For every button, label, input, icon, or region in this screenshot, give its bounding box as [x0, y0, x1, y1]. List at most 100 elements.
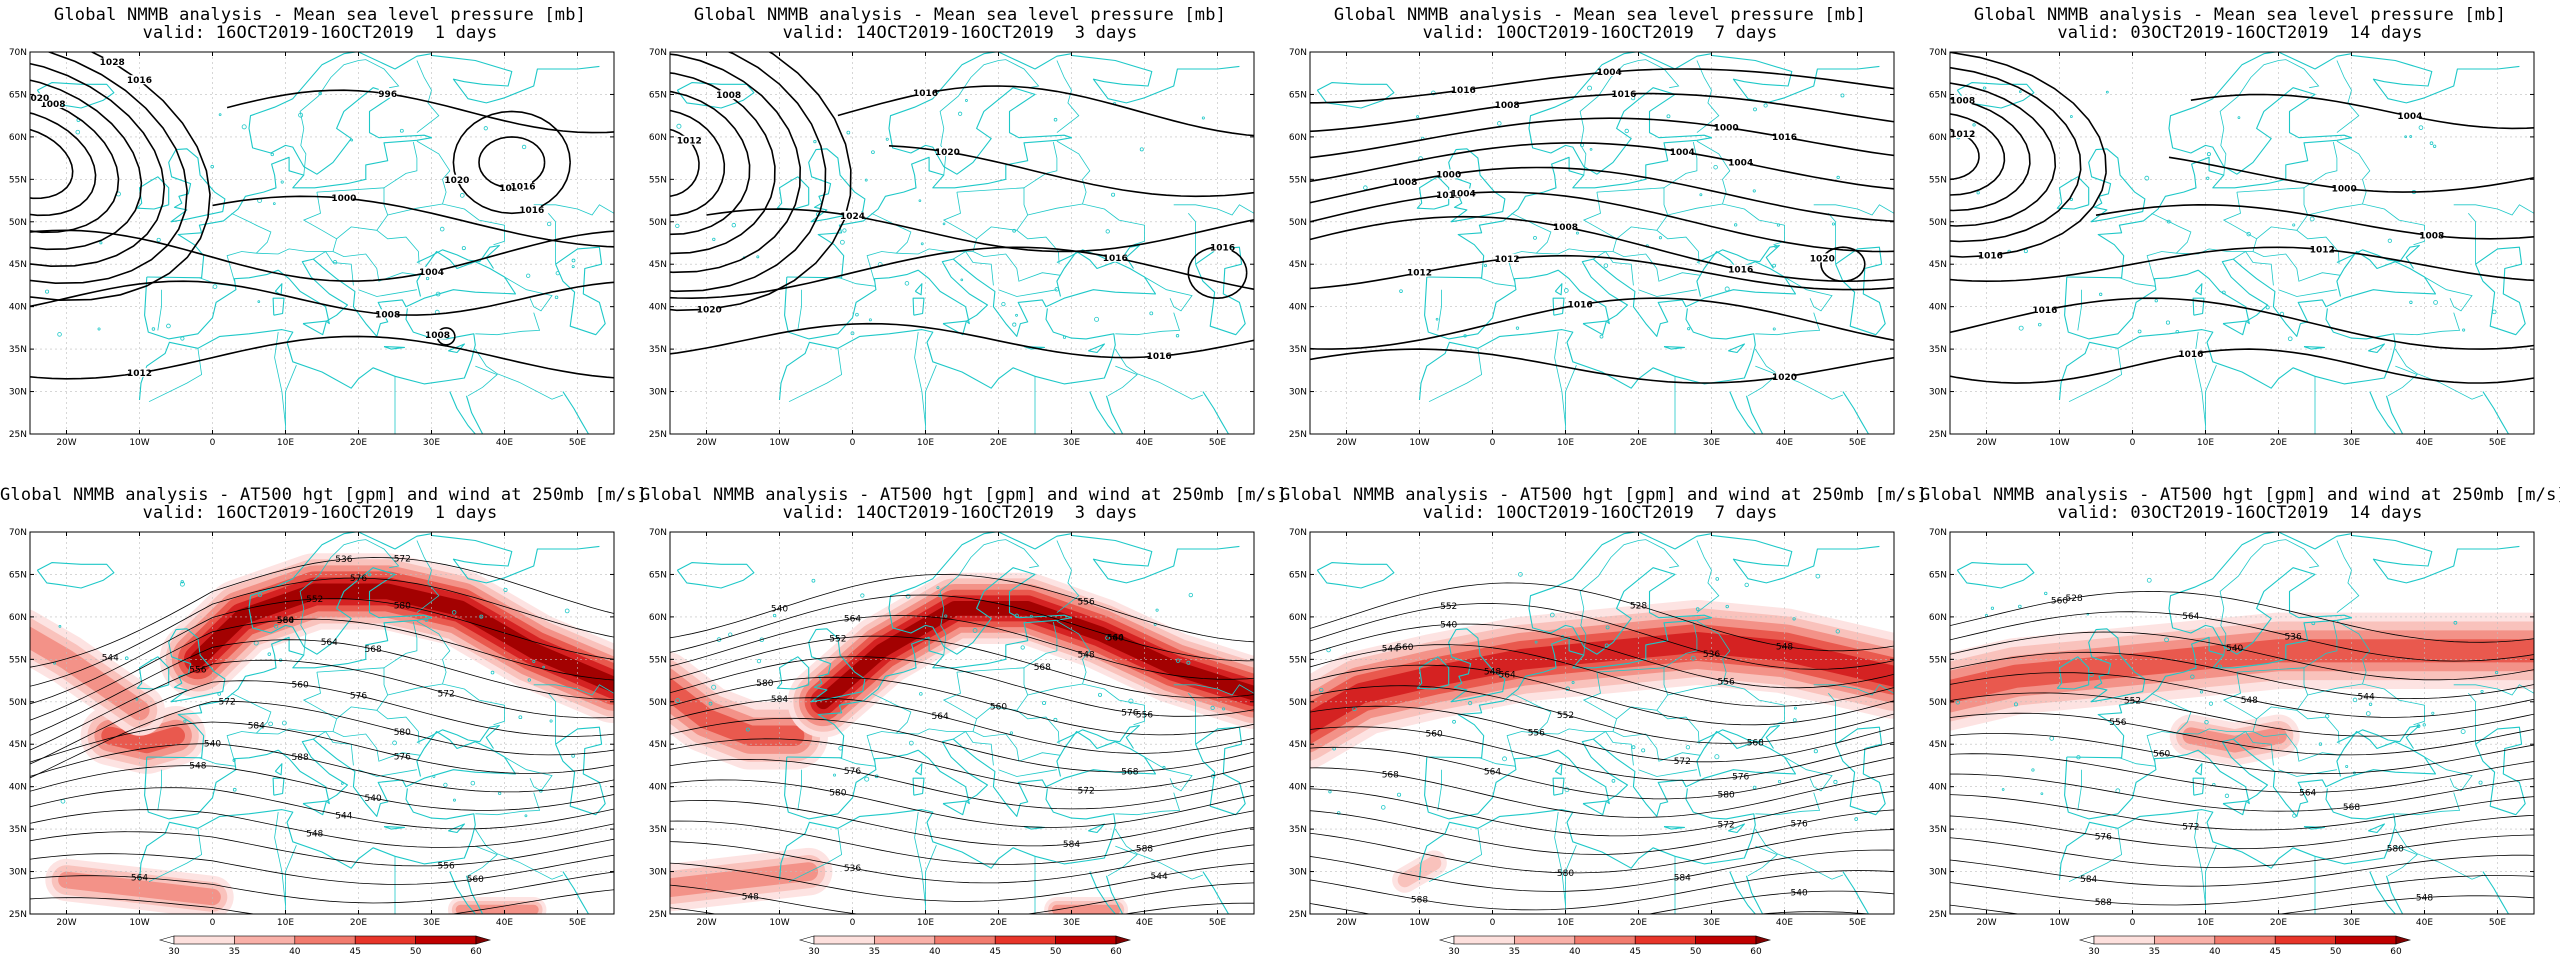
contour-label: 1004 [419, 268, 444, 278]
coastline [465, 395, 484, 434]
country-border [2278, 289, 2337, 297]
wind-shading-band [815, 601, 1254, 710]
contour-label: 552 [306, 595, 323, 605]
country-border [1747, 365, 1778, 397]
island [2491, 309, 2497, 315]
country-border [1107, 365, 1138, 397]
coastline [1089, 391, 1117, 434]
contour-label-bg [1498, 100, 1517, 110]
island [2224, 793, 2230, 798]
lon-tick-label: 40E [2416, 438, 2433, 448]
colorbar-tick-label: 30 [808, 947, 820, 957]
panel-valid-line: valid: 14OCT2019-16OCT2019 3 days [782, 23, 1138, 43]
contour-label: 1000 [2332, 185, 2357, 195]
coastline [1711, 534, 1880, 584]
lon-tick-label: 50E [2489, 918, 2506, 928]
coastline [138, 308, 476, 401]
island [1630, 95, 1636, 101]
island [1201, 116, 1205, 120]
contour-line [670, 676, 1254, 736]
contour-label: 1004 [1451, 189, 1476, 199]
country-border [896, 192, 978, 255]
lat-tick-label: 70N [9, 528, 27, 538]
island [218, 113, 222, 117]
map-svg: 1012 1008 1020 1016 1020 1024 1016 1016 1016 70N 6… [649, 48, 1255, 448]
map-frame [669, 531, 1255, 915]
coastline [1554, 763, 1563, 776]
contour-line [670, 109, 726, 217]
contour-label-bg [1213, 242, 1232, 252]
contour-line [1950, 773, 2534, 812]
contour-line [1310, 117, 1894, 159]
contour-label: 544 [102, 654, 119, 664]
lon-tick-label: 10E [277, 438, 294, 448]
panel-title: Global NMMB analysis - AT500 hgt [gpm] a… [0, 485, 647, 505]
island [908, 740, 914, 746]
panel-title: Global NMMB analysis - AT500 hgt [gpm] a… [1920, 485, 2560, 505]
lat-tick-label: 65N [1289, 90, 1307, 100]
contour-label: 568 [1382, 770, 1399, 780]
lon-tick-label: 20E [350, 918, 367, 928]
coastline [1638, 52, 1712, 70]
island [1502, 756, 1507, 762]
contour-label-bg [1775, 371, 1794, 381]
contour-line [30, 280, 614, 316]
island [435, 291, 441, 297]
island [1012, 228, 1016, 233]
country-border [972, 731, 1061, 762]
island [1599, 334, 1604, 339]
country-border [148, 348, 203, 403]
contour-line [30, 889, 614, 914]
contour-line [670, 902, 1254, 914]
contour-label: 1016 [1568, 301, 1593, 311]
lat-tick-label: 45N [9, 260, 27, 270]
contour-line [670, 820, 1254, 865]
contour-label: 1016 [913, 89, 938, 99]
island [1105, 635, 1110, 641]
wind-shading-band [1397, 855, 1442, 888]
contour-label: 1028 [100, 58, 125, 68]
contour-label: 1000 [1714, 123, 1739, 133]
island [2265, 305, 2270, 310]
country-border [1638, 289, 1697, 297]
country-border [2205, 365, 2217, 434]
contour-label: 580 [756, 679, 773, 689]
contour-label: 564 [1499, 670, 1516, 680]
coastline [1663, 346, 1686, 350]
panel-valid-line: valid: 16OCT2019-16OCT2019 1 days [142, 23, 498, 43]
island [1752, 189, 1756, 193]
lat-tick-label: 50N [1929, 218, 1947, 228]
country-border [1827, 693, 1836, 745]
coastline [2222, 320, 2247, 336]
lon-tick-label: 50E [1209, 918, 1226, 928]
island [479, 614, 484, 619]
island [542, 665, 545, 669]
country-border [2205, 845, 2217, 914]
colorbar-segment [2274, 935, 2336, 945]
contour-label: 580 [829, 789, 846, 799]
coastline [1729, 871, 1757, 914]
contour-label: 572 [1718, 820, 1735, 830]
island [1001, 301, 1006, 307]
island [905, 593, 911, 599]
country-border [467, 365, 498, 397]
contour-label-bg [1106, 252, 1125, 262]
coastline [2303, 346, 2326, 350]
island [1452, 719, 1456, 724]
country-border [1173, 204, 1254, 216]
island [555, 271, 560, 276]
contour-label: 588 [1411, 896, 1428, 906]
island [1831, 222, 1836, 226]
island [1563, 288, 1569, 293]
island [99, 241, 103, 245]
island [864, 178, 868, 182]
colorbar-left-arrow [798, 935, 815, 945]
contour-label-bg [1673, 146, 1692, 156]
island [1774, 244, 1778, 248]
colorbar-tick-label: 45 [349, 947, 360, 957]
island [2204, 720, 2209, 725]
colorbar-tick-label: 45 [2269, 947, 2280, 957]
island [2418, 125, 2424, 130]
colorbar-tick-label: 30 [2088, 947, 2100, 957]
colorbar-right-arrow [1115, 935, 1132, 945]
